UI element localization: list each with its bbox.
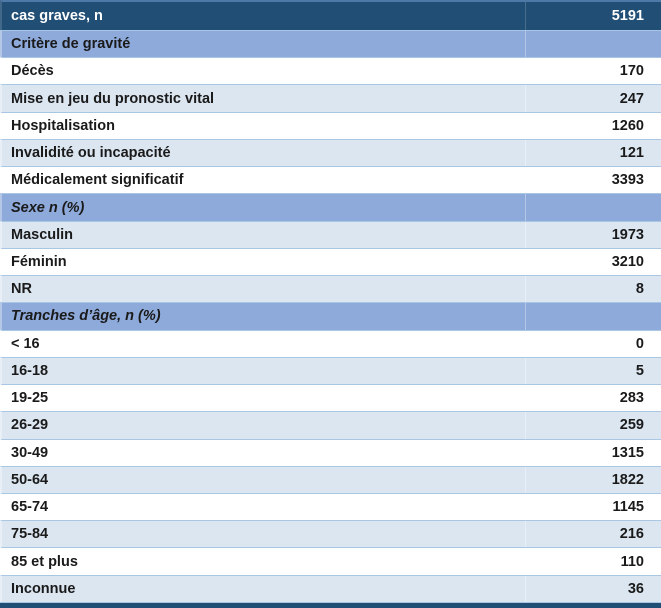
row-label: Décès (11, 63, 54, 80)
section-value (525, 303, 661, 330)
row-label: 30-49 (11, 444, 49, 461)
row-label: 75-84 (11, 526, 49, 543)
row-value: 110 (525, 548, 661, 575)
row-value: 1822 (525, 466, 661, 493)
row-label: Mise en jeu du pronostic vital (11, 90, 215, 107)
row-value: 1973 (525, 221, 661, 248)
table-row-16-18: 16-18 5 (0, 356, 661, 385)
row-value: 5191 (525, 2, 661, 30)
row-value: 259 (525, 412, 661, 439)
row-value: 36 (525, 575, 661, 602)
row-value: 1260 (525, 112, 661, 139)
table-row-85-et-plus: 85 et plus 110 (0, 547, 661, 575)
table-row-75-84: 75-84 216 (0, 520, 661, 548)
section-row-tranches-age: Tranches d’âge, n (%) (0, 302, 661, 330)
row-value: 1145 (525, 493, 661, 521)
table-row-30-49: 30-49 1315 (0, 438, 661, 466)
table-row-pronostic-vital: Mise en jeu du pronostic vital 247 (0, 84, 661, 112)
row-value: 216 (525, 521, 661, 548)
row-value: 121 (525, 139, 661, 167)
row-label: NR (11, 281, 32, 298)
row-value: 5 (525, 357, 661, 385)
row-value: 3393 (525, 167, 661, 194)
section-label: Tranches d’âge, n (%) (11, 308, 161, 325)
row-label: 65-74 (11, 499, 49, 516)
table-row-masculin: Masculin 1973 (0, 220, 661, 248)
row-label: Médicalement significatif (11, 172, 184, 189)
row-label: 50-64 (11, 471, 49, 488)
row-value: 247 (525, 85, 661, 112)
row-label: cas graves, n (11, 8, 103, 24)
row-label: Hospitalisation (11, 117, 115, 134)
table-row-19-25: 19-25 283 (0, 384, 661, 412)
row-label: 85 et plus (11, 553, 78, 570)
row-value: 283 (525, 385, 661, 412)
table-row-moins-16: < 16 0 (0, 329, 661, 357)
table-row-invalidite: Invalidité ou incapacité 121 (0, 138, 661, 167)
row-value: 0 (525, 330, 661, 357)
section-label: Critère de gravité (11, 36, 131, 53)
table-row-medicalement-significatif: Médicalement significatif 3393 (0, 166, 661, 194)
row-value: 3210 (525, 248, 661, 276)
row-label: Inconnue (11, 580, 76, 597)
section-row-critere-de-gravite: Critère de gravité (0, 30, 661, 58)
row-value: 8 (525, 276, 661, 303)
table-row-deces: Décès 170 (0, 57, 661, 85)
row-label: Masculin (11, 226, 74, 243)
table-row-feminin: Féminin 3210 (0, 247, 661, 276)
table-row-26-29: 26-29 259 (0, 411, 661, 439)
table-row-65-74: 65-74 1145 (0, 492, 661, 521)
table-row-nr: NR 8 (0, 275, 661, 303)
row-label: 19-25 (11, 390, 49, 407)
row-label: < 16 (11, 335, 40, 352)
section-value (525, 31, 661, 58)
section-label: Sexe n (%) (11, 199, 85, 216)
row-value: 1315 (525, 439, 661, 466)
table-row-50-64: 50-64 1822 (0, 465, 661, 493)
row-label: 16-18 (11, 362, 49, 379)
table-row-inconnue: Inconnue 36 (0, 574, 661, 602)
table-row-hospitalisation: Hospitalisation 1260 (0, 111, 661, 139)
section-row-sexe: Sexe n (%) (0, 193, 661, 221)
table-bottom-border (0, 601, 661, 608)
table-row-cas-graves: cas graves, n 5191 (0, 0, 661, 30)
section-value (525, 194, 661, 221)
row-label: 26-29 (11, 417, 49, 434)
row-label: Féminin (11, 253, 67, 270)
row-value: 170 (525, 58, 661, 85)
row-label: Invalidité ou incapacité (11, 145, 171, 162)
